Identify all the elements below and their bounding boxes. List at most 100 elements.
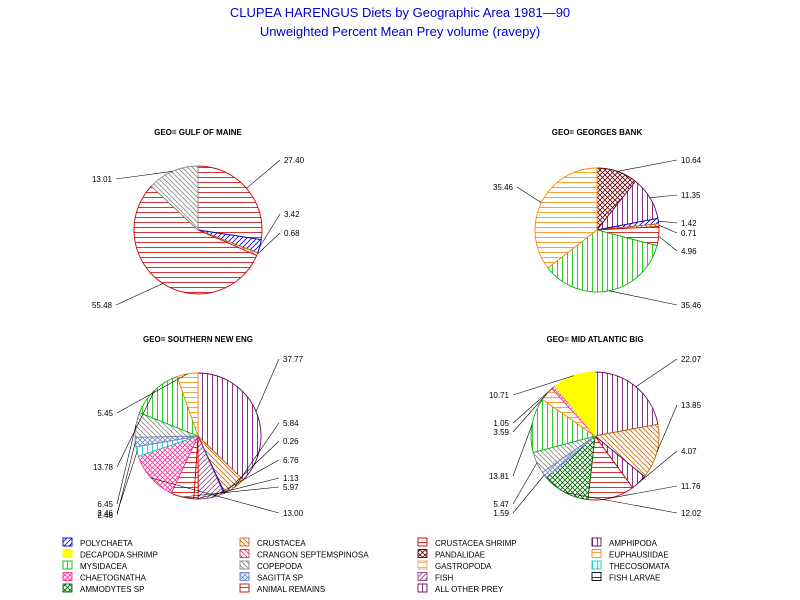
legend-item-fish: FISH <box>417 572 453 583</box>
leader-line <box>512 375 574 396</box>
legend-swatch <box>417 560 428 570</box>
leader-line <box>658 235 678 252</box>
slice-value-label: 3.42 <box>284 210 300 219</box>
leader-line <box>512 424 533 477</box>
leader-line <box>116 390 155 468</box>
slice-value-label: 0.71 <box>681 229 697 238</box>
slice-value-label: 13.81 <box>489 472 510 481</box>
legend-swatch <box>591 537 602 547</box>
leader-line <box>224 440 280 494</box>
legend-label: PANDALIDAE <box>435 551 485 560</box>
legend-item-copepoda: COPEPODA <box>239 560 303 571</box>
panel-title: GEO= MID ATLANTIC BIG <box>546 335 643 344</box>
legend-label: DECAPODA SHRIMP <box>80 551 158 560</box>
legend-item-euphausiidae: EUPHAUSIIDAE <box>591 549 669 560</box>
leader-line <box>116 424 137 505</box>
leader-line <box>255 358 280 412</box>
legend-label: EUPHAUSIIDAE <box>609 551 669 560</box>
pie-slice-euphausiidae <box>176 372 199 437</box>
legend-item-gastropoda: GASTROPODA <box>417 560 492 571</box>
leader-line <box>512 462 538 505</box>
legend-label: AMPHIPODA <box>609 539 658 548</box>
legend-swatch <box>62 572 73 581</box>
legend-label: COPEPODA <box>257 562 303 571</box>
slice-value-label: 1.13 <box>283 474 299 483</box>
legend-label: CHAETOGNATHA <box>80 574 147 583</box>
legend-label: FISH LARVAE <box>609 574 660 583</box>
legend-item-crustacea-shrimp: CRUSTACEA SHRIMP <box>417 537 517 548</box>
legend-item-chaetognatha: CHAETOGNATHA <box>62 572 147 583</box>
slice-value-label: 3.59 <box>493 428 509 437</box>
leader-line <box>609 290 678 306</box>
panel-title: GEO= GEORGES BANK <box>552 128 643 137</box>
legend-swatch <box>239 537 250 547</box>
leader-line <box>658 220 678 224</box>
leader-line <box>151 477 280 514</box>
legend-swatch <box>239 549 250 558</box>
legend-swatch <box>239 583 250 593</box>
slice-value-label: 0.26 <box>283 437 299 446</box>
panel-title: GEO= SOUTHERN NEW ENG <box>143 335 253 344</box>
legend-swatch <box>62 583 73 593</box>
leader-line <box>115 283 164 306</box>
slice-value-label: 5.84 <box>283 419 299 428</box>
slice-value-label: 1.42 <box>681 219 697 228</box>
legend-swatch <box>591 572 602 581</box>
legend-swatch <box>239 572 250 581</box>
pie-panel-4: GEO= MID ATLANTIC BIG 22.07 13.85 4.07 11.76… <box>489 335 702 518</box>
leader-line <box>611 485 678 499</box>
slice-value-label: 22.07 <box>681 355 702 364</box>
leader-line <box>246 159 281 189</box>
legend-label: ANIMAL REMAINS <box>257 585 325 594</box>
slice-value-label: 2.46 <box>97 509 113 518</box>
legend-swatch <box>591 549 602 558</box>
slice-value-label: 11.35 <box>681 191 701 200</box>
leader-line <box>512 393 548 433</box>
slice-value-label: 4.96 <box>681 247 697 256</box>
legend-item-pandalidae: PANDALIDAE <box>417 549 485 560</box>
slice-value-label: 27.40 <box>284 156 305 165</box>
legend-label: GASTROPODA <box>435 562 492 571</box>
legend-label: SAGITTA SP <box>257 574 303 583</box>
legend-label: THECOSOMATA <box>609 562 670 571</box>
leader-line <box>658 224 678 234</box>
leader-line <box>656 404 678 453</box>
legend: POLYCHAETA CRUSTACEA CRUSTACEA SHRIMP AMPHI… <box>62 537 670 594</box>
leader-line <box>195 477 280 500</box>
pie-slice-crustacea-shrimp <box>197 165 263 241</box>
legend-label: POLYCHAETA <box>80 539 133 548</box>
slice-value-label: 5.97 <box>283 483 299 492</box>
legend-swatch <box>417 549 428 558</box>
legend-item-fish-larvae: FISH LARVAE <box>591 572 660 583</box>
leader-line <box>635 358 678 388</box>
legend-item-sagitta-sp: SAGITTA SP <box>239 572 303 583</box>
leader-line <box>516 186 542 203</box>
slice-value-label: 10.64 <box>681 156 702 165</box>
legend-item-ammodytes-sp: AMMODYTES SP <box>62 583 144 594</box>
legend-swatch <box>417 572 428 581</box>
legend-item-animal-remains: ANIMAL REMAINS <box>239 583 325 594</box>
legend-item-thecosomata: THECOSOMATA <box>591 560 670 571</box>
leader-line <box>259 213 281 247</box>
pie-slice-all-other-prey <box>197 372 262 481</box>
leader-line <box>649 194 678 199</box>
legend-swatch <box>62 537 73 547</box>
leader-line <box>182 486 280 498</box>
leader-line <box>617 159 678 172</box>
legend-item-amphipoda: AMPHIPODA <box>591 537 658 548</box>
legend-swatch <box>417 583 428 593</box>
legend-item-crangon-septemspinosa: CRANGON SEPTEMSPINOSA <box>239 549 369 560</box>
slice-value-label: 5.47 <box>493 500 509 509</box>
chart-subtitle: Unweighted Percent Mean Prey volume (rav… <box>260 24 540 39</box>
legend-item-mysidacea: MYSIDACEA <box>62 560 128 571</box>
legend-label: MYSIDACEA <box>80 562 128 571</box>
legend-swatch <box>239 560 250 570</box>
leader-line <box>116 373 188 414</box>
legend-swatch <box>62 560 73 570</box>
pie-panel-1: GEO= GULF OF MAINE 27.40 3.42 0.68 55.48 13.0… <box>92 128 305 310</box>
pie-slice-crustacea <box>593 423 660 478</box>
leader-line <box>211 459 280 498</box>
legend-label: ALL OTHER PREY <box>435 585 504 594</box>
slice-value-label: 55.48 <box>92 301 113 310</box>
